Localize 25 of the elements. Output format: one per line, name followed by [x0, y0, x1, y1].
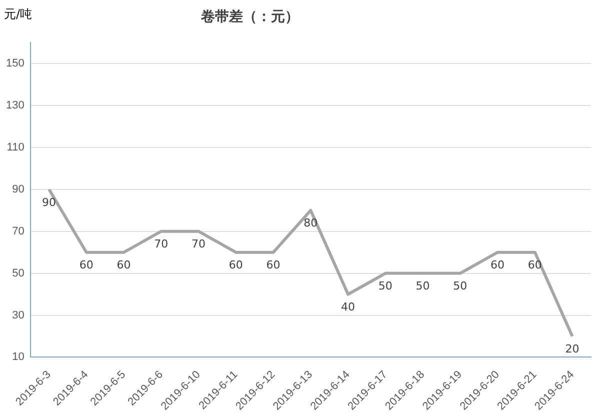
y-tick-label: 150: [6, 58, 24, 70]
y-tick-label: 10: [12, 351, 24, 364]
y-tick-label: 130: [6, 100, 24, 112]
y-tick-label: 90: [12, 183, 24, 196]
y-axis-title: 元/吨: [4, 6, 32, 23]
data-label: 50: [416, 280, 430, 293]
data-label: 60: [266, 258, 280, 272]
chart-title: 卷带差（：元）: [200, 8, 300, 26]
data-label: 70: [192, 238, 206, 251]
data-label: 60: [490, 258, 505, 272]
data-label: 70: [154, 238, 168, 251]
data-label: 50: [453, 280, 468, 293]
data-label: 60: [116, 258, 131, 272]
data-label: 50: [378, 280, 392, 293]
data-label: 60: [528, 258, 542, 272]
y-tick-label: 50: [12, 267, 24, 280]
data-label: 80: [304, 216, 318, 230]
y-tick-label: 70: [12, 225, 24, 238]
data-label: 60: [228, 258, 243, 272]
data-label: 90: [42, 196, 56, 209]
data-label: 60: [79, 258, 94, 272]
data-label: 20: [565, 342, 580, 356]
y-tick-label: 110: [6, 142, 24, 154]
data-label: 40: [341, 300, 356, 314]
y-tick-label: 30: [12, 309, 24, 322]
